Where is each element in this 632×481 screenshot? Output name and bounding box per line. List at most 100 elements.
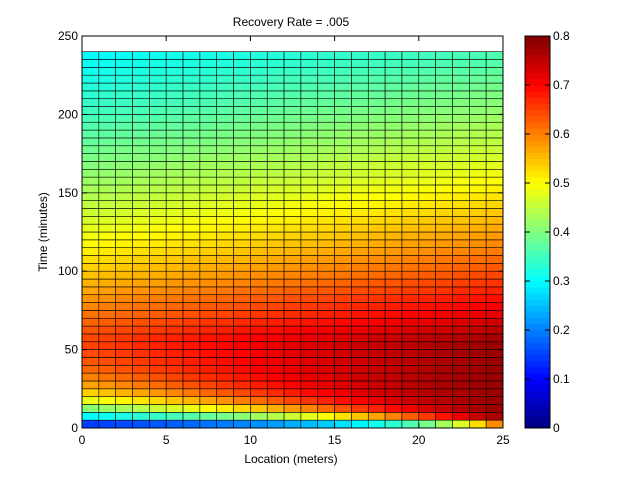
heatmap-cell [300,231,319,241]
heatmap-cell [216,59,234,68]
heatmap-cell [401,153,420,162]
heatmap-cell [418,176,436,186]
heatmap-cell [401,317,420,327]
heatmap-cell [351,59,369,68]
heatmap-cell [469,341,487,350]
heatmap-cell [452,114,470,123]
heatmap-cell [418,74,436,84]
heatmap-cell [351,200,369,209]
heatmap-cell [485,192,504,201]
heatmap-cell [98,333,116,343]
heatmap-cell [149,121,167,131]
heatmap-cell [452,176,470,186]
heatmap-cell [81,153,100,162]
heatmap-cell [334,372,352,382]
heatmap-cell [300,412,319,421]
heatmap-cell [98,51,116,60]
heatmap-cell [283,364,302,374]
heatmap-cell [115,106,133,115]
colorbar-band [525,54,550,62]
heatmap-cell [469,176,487,186]
heatmap-cell [469,263,487,272]
heatmap-cell [317,231,335,241]
heatmap-cell [418,380,436,390]
heatmap-cell [98,388,116,397]
heatmap-cell [452,270,470,280]
heatmap-cell [250,372,268,382]
colorbar-band [525,109,550,117]
heatmap-cell [199,286,218,296]
heatmap-cell [351,82,369,92]
heatmap-cell [317,349,335,358]
heatmap-cell [266,208,285,217]
heatmap-cell [367,341,386,350]
x-tick-label: 15 [328,433,342,447]
heatmap-cell [300,372,319,382]
heatmap-cell [165,388,184,397]
heatmap-cell [351,106,369,115]
heatmap-cell [367,412,386,421]
heatmap-cell [266,98,285,107]
heatmap-cell [216,302,234,311]
heatmap-cell [317,90,335,100]
heatmap-cell [452,341,470,350]
colorbar-band [525,42,550,49]
heatmap-cell [149,74,167,84]
heatmap-cell [182,200,201,209]
heatmap-cell [367,349,386,358]
heatmap-cell [182,192,201,201]
heatmap-cell [300,317,319,327]
heatmap-cell [317,184,335,194]
heatmap-cell [401,286,420,296]
heatmap-cell [250,294,268,303]
heatmap-cell [165,302,184,311]
heatmap-cell [367,380,386,390]
heatmap-cell [367,121,386,131]
heatmap-cell [401,98,420,107]
heatmap-cell [266,161,285,170]
heatmap-cell [384,364,403,374]
heatmap-cell [216,176,234,186]
heatmap-cell [115,192,133,201]
heatmap-cell [300,302,319,311]
heatmap-cell [485,67,504,76]
heatmap-cell [283,145,302,154]
heatmap-cell [98,82,116,92]
heatmap-cell [283,310,302,319]
heatmap-cell [115,364,133,374]
heatmap-cell [98,325,116,335]
y-axis: 0 50 100 150 200 250 [58,29,503,435]
heatmap-cell [132,302,150,311]
heatmap-cell [165,317,184,327]
heatmap-cell [182,67,201,76]
heatmap-cell [250,270,268,280]
heatmap-cell [300,404,319,413]
heatmap-cell [485,247,504,256]
heatmap-cell [435,161,453,170]
heatmap-cell [266,286,285,296]
heatmap-cell [81,231,100,241]
heatmap-cell [199,82,218,92]
heatmap-cell [334,357,352,366]
colorbar-band [525,103,550,110]
heatmap-cell [452,161,470,170]
heatmap-cell [401,145,420,154]
heatmap-cell [165,137,184,147]
colorbar-band [525,299,550,307]
heatmap-cell [266,216,285,225]
heatmap-cell [216,404,234,413]
heatmap-cell [469,74,487,84]
heatmap-cell [317,223,335,233]
heatmap-cell [469,247,487,256]
heatmap-cell [182,325,201,335]
heatmap-cell [401,184,420,194]
heatmap-cell [81,247,100,256]
heatmap-cell [367,310,386,319]
heatmap-cell [266,380,285,390]
heatmap-cell [452,59,470,68]
heatmap-cell [283,317,302,327]
colorbar-band [525,201,550,209]
heatmap-cell [81,349,100,358]
heatmap-cell [98,255,116,264]
heatmap-cell [115,82,133,92]
